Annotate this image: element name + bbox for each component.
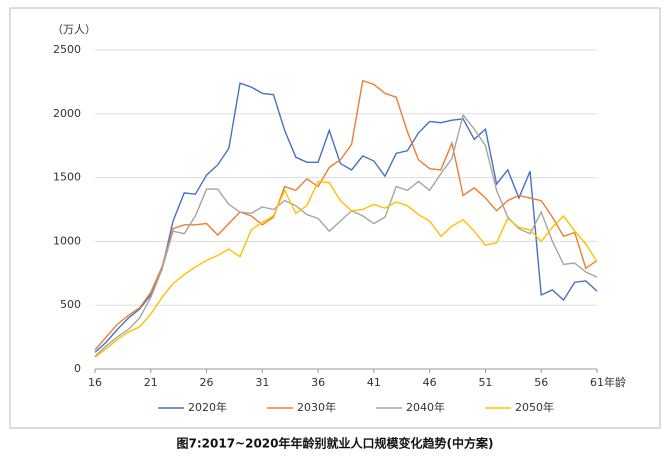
x-tick-label: 31 [255,376,269,389]
y-axis-label: （万人） [52,23,96,36]
x-tick-label: 56 [534,376,548,389]
legend-label: 2050年 [515,400,554,414]
y-tick-label: 2000 [53,107,81,120]
x-tick-label: 61 [590,376,604,389]
chart-frame [9,7,661,429]
y-tick-label: 1000 [53,234,81,247]
y-tick-label: 2500 [53,43,81,56]
y-tick-label: 0 [74,362,81,375]
series-line [94,82,598,353]
x-tick-label: 21 [144,376,158,389]
legend-label: 2030年 [297,400,336,414]
legend-label: 2040年 [406,400,445,414]
x-axis-label: 年龄 [604,375,626,389]
chart-title: 图7:2017~2020年年龄别就业人口规模变化趋势(中方案) [177,436,494,451]
x-tick-label: 46 [423,376,437,389]
legend-label: 2020年 [188,400,227,414]
y-tick-label: 1500 [53,171,81,184]
x-tick-label: 16 [88,376,102,389]
series-line [94,79,598,351]
x-tick-label: 36 [311,376,325,389]
y-tick-label: 500 [60,298,81,311]
series-line [94,180,598,359]
x-tick-label: 51 [478,376,492,389]
x-tick-label: 26 [200,376,214,389]
x-tick-label: 41 [367,376,381,389]
